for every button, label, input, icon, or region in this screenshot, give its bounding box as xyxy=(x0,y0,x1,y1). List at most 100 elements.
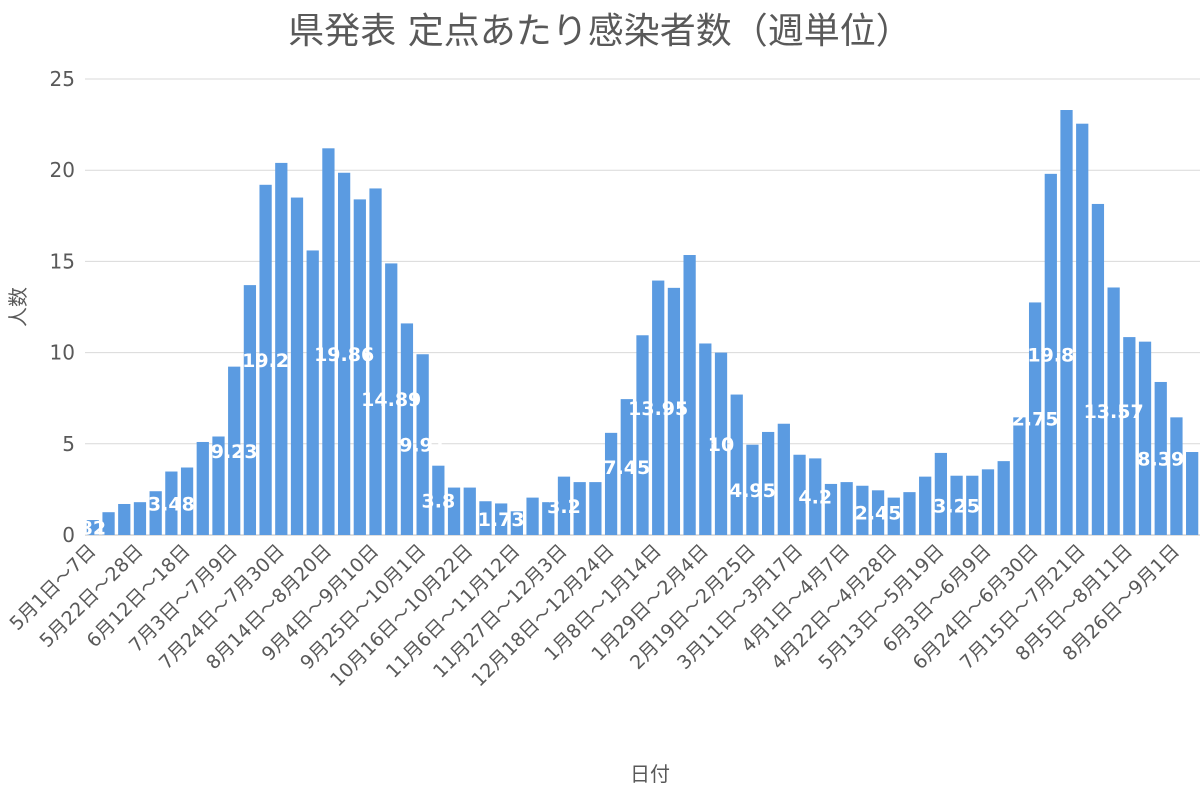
bar xyxy=(934,452,948,535)
bar xyxy=(290,197,304,535)
bar xyxy=(620,399,633,535)
bar xyxy=(919,476,932,535)
bar xyxy=(652,280,665,535)
data-label: 4.95 xyxy=(729,480,776,502)
bar xyxy=(777,423,790,535)
bar xyxy=(1123,337,1136,535)
data-labels: 82 3.48 9.23 19.2 19.86 14.89 9.91 3.8 1.73 3.2 7.… xyxy=(80,344,1185,540)
bar xyxy=(573,482,586,535)
bar xyxy=(212,436,225,535)
bar xyxy=(966,475,979,535)
bar xyxy=(463,487,476,535)
bar xyxy=(243,285,257,535)
bar xyxy=(1044,173,1057,535)
bar xyxy=(86,520,99,535)
chart-title: 県発表 定点あたり感染者数（週単位） xyxy=(288,11,912,52)
bar xyxy=(306,250,319,535)
bar xyxy=(353,199,366,535)
bar xyxy=(1186,452,1199,535)
bar xyxy=(997,461,1010,535)
bar xyxy=(557,476,571,535)
bar xyxy=(793,454,806,535)
bar xyxy=(118,503,131,535)
bar xyxy=(542,502,555,535)
bar xyxy=(416,354,429,535)
bar xyxy=(714,352,728,535)
data-label: 4.2 xyxy=(798,487,832,509)
y-tick-label: 0 xyxy=(62,523,75,547)
bar xyxy=(400,323,414,535)
bar xyxy=(180,467,194,535)
data-label: 19.8 xyxy=(1027,344,1074,366)
bar xyxy=(1091,203,1105,535)
bar xyxy=(856,485,869,535)
bar xyxy=(432,465,445,535)
bar xyxy=(275,162,288,536)
data-label: 19.86 xyxy=(314,344,374,366)
bar xyxy=(730,394,743,535)
bar xyxy=(840,482,853,535)
data-label: 13.57 xyxy=(1084,401,1144,423)
data-label: 9.23 xyxy=(211,441,258,463)
bar xyxy=(1028,302,1042,535)
bar xyxy=(510,511,523,535)
data-label: 3.48 xyxy=(148,493,195,515)
bar xyxy=(871,490,885,535)
data-label: 14.89 xyxy=(361,389,421,411)
data-label: 9.91 xyxy=(399,435,446,457)
bars xyxy=(86,110,1199,536)
bar xyxy=(165,471,178,535)
x-axis: 5月1日～7日5月22日～28日6月12日～18日7月3日～7月9日7月24日～… xyxy=(5,540,1184,691)
y-tick-label: 25 xyxy=(50,67,75,91)
bar xyxy=(479,501,492,535)
data-label: 7.45 xyxy=(603,457,650,479)
bar xyxy=(369,188,382,535)
bar xyxy=(824,483,838,535)
bar xyxy=(667,287,681,535)
bar xyxy=(196,441,209,535)
bar xyxy=(385,263,398,535)
data-label: 19.2 xyxy=(242,350,289,372)
y-tick-label: 20 xyxy=(50,158,75,182)
bar xyxy=(228,366,241,535)
bar xyxy=(1060,110,1073,536)
bar xyxy=(636,335,649,535)
data-label: 10 xyxy=(708,434,734,456)
data-label: 1.73 xyxy=(478,509,525,531)
bar xyxy=(322,148,335,535)
data-label: 13.95 xyxy=(628,398,688,420)
y-tick-label: 10 xyxy=(50,341,75,365)
bar xyxy=(950,475,963,535)
y-tick-label: 15 xyxy=(50,249,75,273)
bar xyxy=(149,491,162,535)
data-label: 3.25 xyxy=(933,495,980,517)
bar xyxy=(102,512,115,535)
bar xyxy=(1154,381,1167,535)
bar xyxy=(133,502,147,535)
bar xyxy=(981,469,995,535)
data-label: 2.45 xyxy=(855,503,902,525)
bar xyxy=(1076,123,1089,536)
bar xyxy=(903,492,916,535)
data-label: 3.8 xyxy=(422,490,456,512)
data-label: 2.75 xyxy=(1012,409,1059,431)
bar xyxy=(1107,287,1120,535)
bar xyxy=(699,343,712,535)
bar xyxy=(526,497,539,535)
bar xyxy=(762,431,775,535)
bar xyxy=(1170,417,1183,535)
bar xyxy=(604,432,618,535)
bar xyxy=(683,255,696,536)
bar xyxy=(887,497,900,535)
y-axis-title: 人数 xyxy=(6,287,30,327)
y-tick-label: 5 xyxy=(62,432,75,456)
bar xyxy=(337,172,351,535)
bar xyxy=(447,487,461,535)
bar xyxy=(589,482,602,535)
bar xyxy=(495,503,508,535)
data-label: 8.39 xyxy=(1137,448,1184,470)
x-axis-title: 日付 xyxy=(630,762,670,786)
y-axis: 0 5 10 15 20 25 xyxy=(50,67,75,547)
bar xyxy=(259,184,272,536)
